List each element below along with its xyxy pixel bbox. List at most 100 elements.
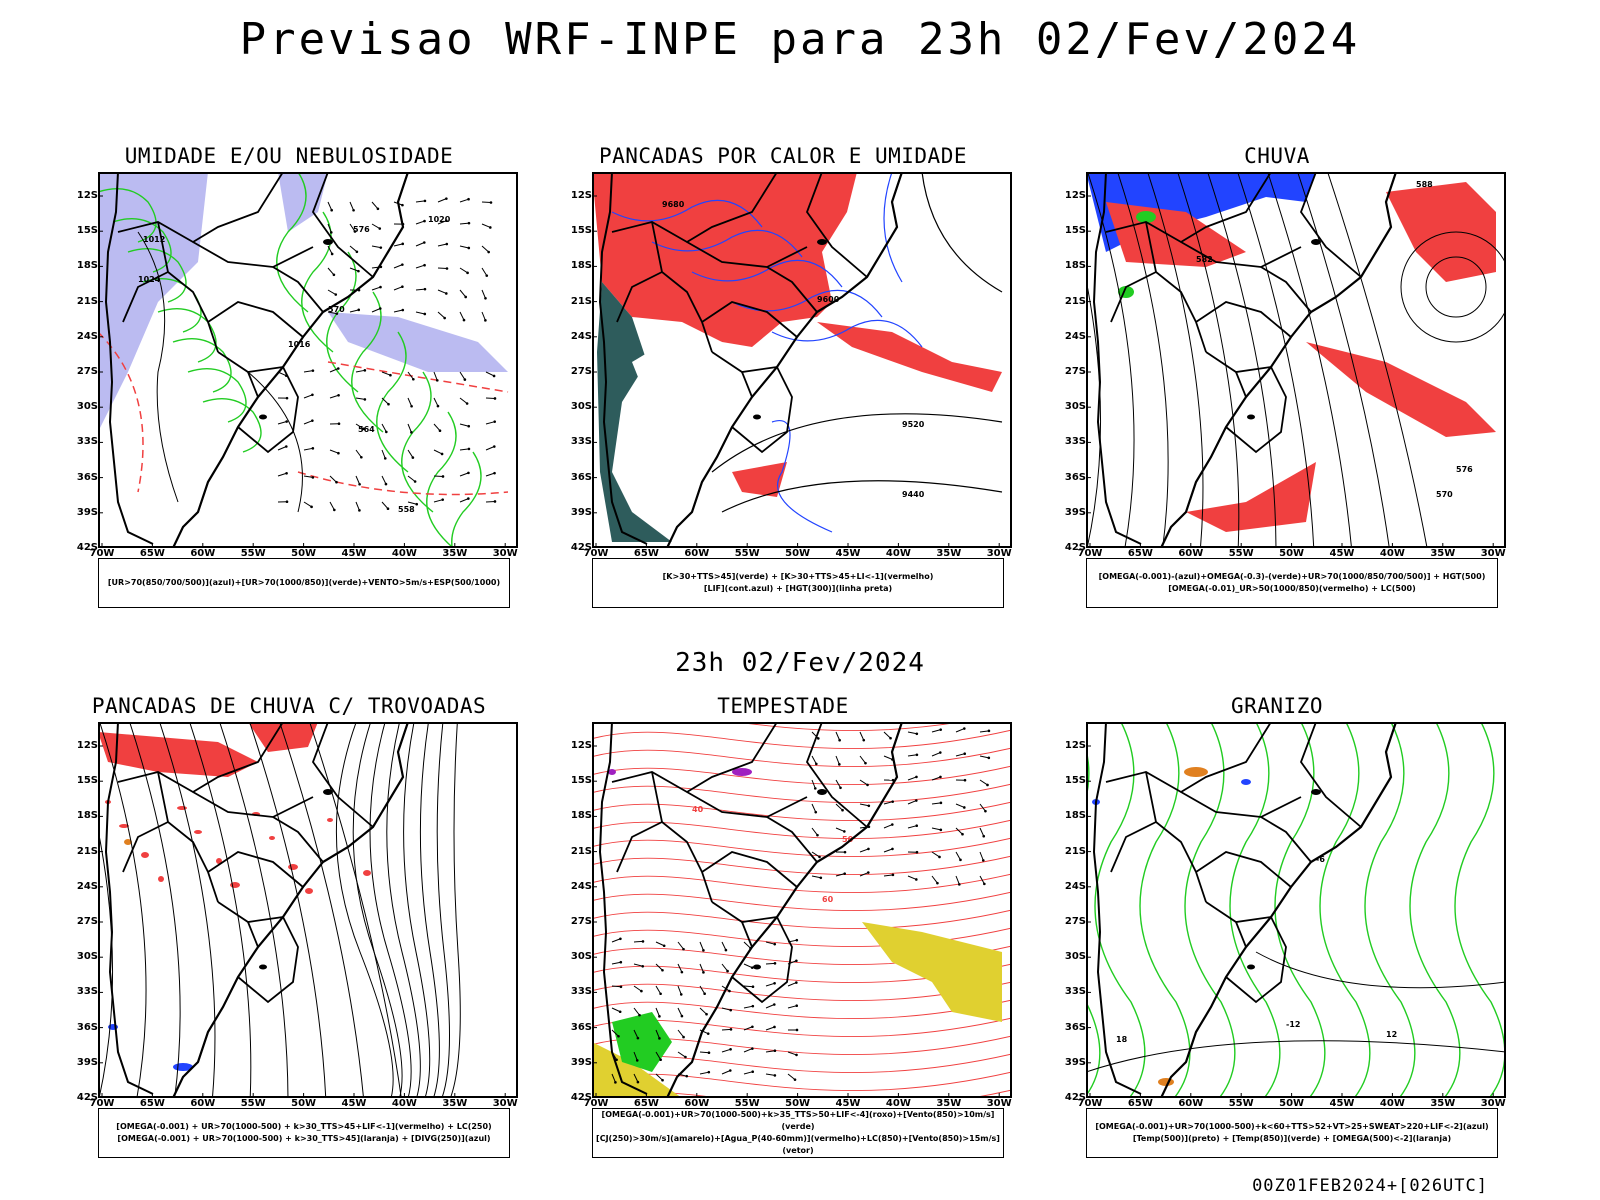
wind-vector (349, 201, 355, 212)
border-line (272, 816, 324, 863)
legend-line: [OMEGA(-0.001)-(azul)+OMEGA(-0.3)-(verde… (1098, 572, 1486, 581)
wind-vector (393, 285, 404, 291)
border-line (701, 301, 798, 338)
wind-vector (381, 501, 390, 511)
wind-vector (481, 245, 490, 254)
border-line (651, 771, 713, 903)
streamline (1425, 256, 1487, 318)
storm-orange-area (124, 839, 132, 845)
wind-vector (415, 287, 427, 291)
lat-label: 12S (570, 740, 592, 751)
wind-vector (743, 963, 754, 969)
coastline-east (666, 172, 904, 548)
wind-vector (485, 420, 496, 425)
lon-label: 50W (291, 1098, 317, 1109)
pressure-contour (592, 729, 1012, 750)
coastline-east (666, 722, 904, 1098)
wind-vector (743, 1004, 755, 1009)
border-line (117, 722, 284, 794)
middle-title: 23h 02/Fev/2024 (675, 648, 925, 678)
wind-vector (699, 1007, 708, 1016)
wind-vector (835, 827, 846, 833)
wind-vector (677, 1007, 684, 1018)
lat-label: 30S (1064, 401, 1086, 413)
streamline (386, 722, 421, 1098)
omega-orange-area (1158, 1078, 1174, 1086)
humidity-green-contour (276, 172, 309, 313)
lat-label: 39S (570, 506, 592, 518)
wind-vector (655, 941, 666, 948)
wind-vector (329, 501, 336, 512)
border-line (1195, 851, 1292, 888)
border-line (1235, 371, 1247, 398)
panel-pancadas-calor: PANCADAS POR CALOR E UMIDADE 9680 9600 9520… (538, 144, 1028, 624)
lat-label: 27S (1064, 366, 1086, 377)
panel-tempestade: TEMPESTADE 40 50 60 12S 15S 18S 21S 24S 27S 30S 33S… (538, 694, 1028, 1174)
wind-vector (407, 501, 419, 506)
coastline-west (1092, 172, 1142, 545)
border-line (1110, 821, 1157, 873)
lif-blue-contour (731, 289, 883, 318)
lon-label: 50W (1279, 1098, 1305, 1109)
lat-label: 33S (570, 436, 592, 448)
wind-vector (979, 755, 991, 760)
wind-vector (371, 201, 380, 211)
wind-vector (329, 422, 341, 426)
contour-label: 564 (358, 425, 375, 434)
height-contour (921, 172, 1003, 293)
contour-label: 570 (1436, 490, 1453, 499)
wind-vector (459, 311, 466, 322)
map-frame (98, 722, 518, 1098)
wind-vector (699, 941, 705, 952)
panel-chuva: CHUVA 588 582 576 570 12S 15S 18S 21S 24S 27S 30S 33… (1032, 144, 1522, 624)
wind-vector (721, 1007, 733, 1012)
wind-vector (721, 963, 729, 973)
wind-vector (811, 827, 819, 837)
legend-box: [OMEGA(-0.001)+UR>70(1000-500)+k>35_TTS>… (592, 1108, 1004, 1158)
wind-vector (433, 423, 442, 433)
instability-red-area (592, 172, 857, 347)
lat-label: 42S (570, 1092, 592, 1103)
border-line (207, 301, 304, 338)
wind-vector (327, 289, 338, 296)
wind-vector (433, 371, 439, 382)
wind-vector (931, 751, 942, 757)
wind-vector (303, 475, 315, 479)
humidity-green-contour (172, 338, 232, 393)
lat-label: 30S (570, 951, 592, 963)
humidity-green-contour (351, 291, 384, 433)
wind-vector (931, 875, 939, 885)
wind-vector (811, 731, 820, 740)
lon-label: 55W (240, 1098, 266, 1109)
wind-vector (677, 1051, 687, 1059)
wind-vector (633, 1051, 639, 1062)
lat-label: 36S (76, 1021, 98, 1033)
storm-red-area (269, 836, 275, 840)
lon-label: 30W (986, 548, 1012, 559)
lif-blue-contour (883, 172, 903, 283)
wind-vector (415, 263, 426, 269)
border-line (1145, 221, 1207, 353)
lon-label: 50W (785, 548, 811, 559)
wind-vector (481, 223, 492, 229)
legend-line: [Temp(500)](preto) + [Temp(850)](verde) … (1132, 1134, 1452, 1143)
border-line (741, 371, 753, 398)
contour-label: 1016 (288, 340, 311, 349)
humidity-green-contour (202, 398, 262, 453)
wind-vector (787, 1028, 799, 1032)
wind-vector (433, 498, 444, 503)
border-line (1180, 791, 1302, 818)
wind-vector (859, 803, 871, 808)
pressure-contour (137, 231, 179, 503)
map-canvas: 588 582 576 570 (1086, 172, 1506, 548)
wind-vector (327, 201, 333, 212)
lon-label: 45W (835, 548, 861, 559)
wind-vector (433, 397, 440, 408)
pressure-contour (592, 783, 1012, 804)
wind-vector (355, 423, 365, 431)
lon-label: 45W (341, 548, 367, 559)
lon-label: 70W (583, 548, 609, 559)
wind-vector (407, 449, 415, 459)
streamline (129, 722, 181, 1098)
height-contour (721, 480, 1003, 513)
